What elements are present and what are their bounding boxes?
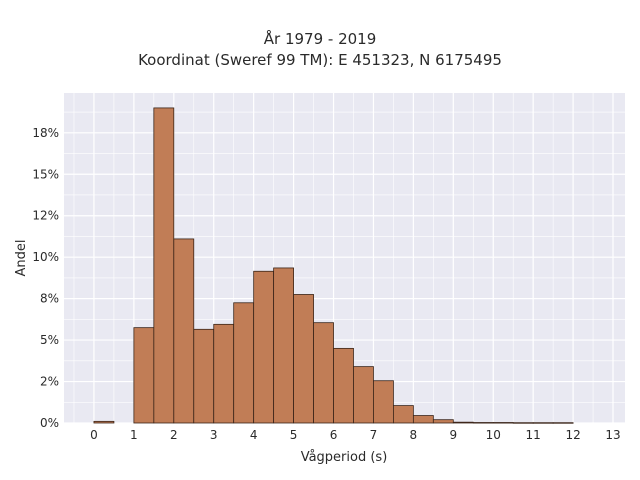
histogram-bar (393, 405, 414, 424)
y-tick-label: 0% (40, 416, 59, 430)
histogram-bar (552, 422, 574, 424)
y-tick-label: 15% (32, 167, 59, 181)
histogram-bar (412, 415, 434, 424)
histogram-bar (173, 238, 195, 424)
x-tick-label: 5 (290, 428, 298, 442)
histogram-bar (293, 294, 314, 424)
x-tick-label: 10 (486, 428, 501, 442)
histogram-bar (273, 267, 294, 424)
x-tick-labels: 0 1 2 3 4 5 6 7 8 9 10 11 12 13 (90, 428, 621, 442)
histogram-bar (313, 322, 334, 424)
histogram-bar (253, 270, 275, 424)
y-tick-labels: 0% 2% 5% 8% 10% 12% 15% 18% (32, 126, 59, 430)
x-tick-label: 9 (449, 428, 457, 442)
histogram-bar (193, 328, 215, 424)
histogram-bar (233, 302, 255, 424)
x-tick-label: 4 (250, 428, 258, 442)
histogram-bar (472, 422, 494, 424)
x-tick-label: 11 (526, 428, 541, 442)
histogram-bar (133, 327, 155, 424)
x-tick-label: 3 (210, 428, 218, 442)
histogram-bar (492, 422, 514, 424)
histogram-bar (153, 107, 175, 424)
y-tick-label: 12% (32, 209, 59, 223)
chart-title-line-2: Koordinat (Sweref 99 TM): E 451323, N 61… (138, 51, 502, 69)
histogram-bar (452, 421, 474, 424)
histogram-bar (512, 422, 534, 424)
x-tick-label: 8 (410, 428, 418, 442)
y-axis-label: Andel (14, 240, 29, 277)
histogram-bar (373, 380, 394, 424)
histogram-bar (532, 422, 554, 424)
y-tick-label: 2% (40, 375, 59, 389)
y-tick-label: 8% (40, 292, 59, 306)
x-tick-label: 6 (330, 428, 338, 442)
histogram-bar (432, 419, 454, 424)
y-tick-label: 5% (40, 333, 59, 347)
bars (93, 107, 574, 424)
x-tick-label: 7 (370, 428, 378, 442)
x-tick-label: 13 (605, 428, 620, 442)
y-tick-label: 10% (32, 250, 59, 264)
y-tick-label: 18% (32, 126, 59, 140)
x-tick-label: 2 (170, 428, 178, 442)
histogram-bar (93, 420, 115, 424)
histogram-bar (353, 366, 374, 424)
histogram-bar (213, 323, 235, 424)
x-axis-label: Vågperiod (s) (301, 450, 388, 465)
x-tick-label: 0 (90, 428, 98, 442)
histogram-bar (333, 347, 354, 424)
chart-title-line-1: År 1979 - 2019 (263, 30, 377, 48)
x-tick-label: 12 (565, 428, 580, 442)
x-tick-label: 1 (130, 428, 138, 442)
